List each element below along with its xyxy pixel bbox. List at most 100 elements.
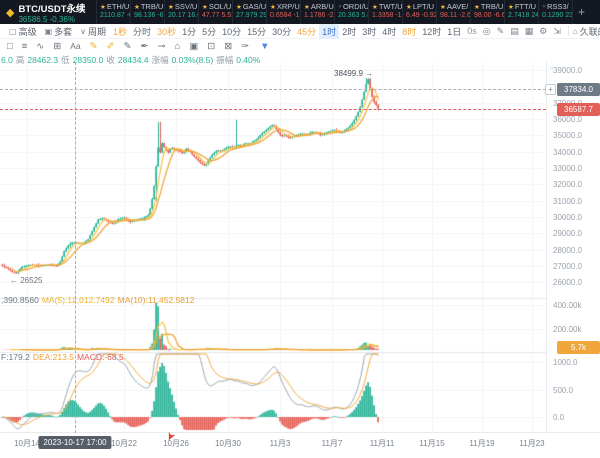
lines-icon[interactable]: ≡ [21, 40, 28, 52]
ticker-item[interactable]: ★ XRP/U 0.6584 -1. [266, 0, 300, 24]
axis-tick-label: 35000.0 [553, 131, 582, 140]
settings-icon[interactable]: ⚙ [539, 25, 548, 36]
eraser-icon[interactable]: ⊠ [224, 40, 233, 52]
legend-part: 涨幅 [151, 55, 169, 65]
measure-icon[interactable]: ⊸ [157, 40, 166, 52]
timeframe-1分[interactable]: 1分 [182, 26, 197, 37]
timeframe-1时[interactable]: 1时 [319, 23, 340, 39]
star-icon: ★ [270, 3, 276, 11]
ticker-item[interactable]: ★ FTT/U 2.7418 24 [504, 0, 538, 24]
ticker-item[interactable]: ★ AAVE/ 98.11 -2.6 [436, 0, 470, 24]
coin-badge-icon: ● [542, 3, 546, 10]
camera-icon[interactable]: ◎ [482, 25, 491, 36]
timeframe-10分[interactable]: 10分 [222, 26, 242, 37]
toolbar-button-周期[interactable]: ∨ 周期 [80, 26, 107, 37]
ticker-items: ★ETH/U 2110.87 -0.★TRB/U 98.136 -6.★SSV/… [96, 0, 572, 24]
panel-icon: ▢ [9, 26, 17, 36]
kline-canvas[interactable] [0, 62, 546, 432]
legend-part: MA(5):12,012.7492 [41, 295, 115, 305]
timeframe-4时[interactable]: 4时 [382, 26, 397, 37]
star-icon: ★ [508, 3, 514, 11]
legend-part: 6.0 [1, 55, 13, 65]
axis-tick-label: 500.0 [553, 386, 574, 395]
volume-legend: ,390.8560 MA(5):12,012.7492 MA(10):11,452.… [1, 295, 197, 305]
ticker-symbol: SOL/U [208, 2, 232, 11]
share-layout-menu[interactable]: ⌂ 久联的分享 ∨ [572, 26, 600, 37]
ticker-symbol: ETH/U [106, 2, 130, 11]
toolbar-button-多套[interactable]: ▣ 多套 [44, 26, 73, 37]
brush-icon[interactable]: ✑ [241, 40, 250, 52]
copy-icon[interactable]: ▣ [189, 40, 199, 52]
grid-icon[interactable]: ⊞ [53, 40, 62, 52]
ticker-item[interactable]: ★ GAS/U 27.979 29 [232, 0, 266, 24]
ticker-price-change: 0.6584 -1. [270, 12, 300, 19]
timeframe-分时[interactable]: 分时 [133, 26, 152, 37]
last-price-line [0, 109, 546, 110]
timeframe-1日[interactable]: 1日 [447, 26, 462, 37]
home-icon[interactable]: ⌂ [174, 40, 181, 52]
ticker-item[interactable]: ● RSS3/ 0.1290 23 [538, 0, 572, 24]
axis-tick-label: 1000.0 [553, 358, 578, 367]
axis-tick-label: 33000.0 [553, 164, 582, 173]
star-icon: ★ [304, 3, 310, 11]
star-icon: ★ [236, 3, 242, 11]
legend-part: 28350.0 [72, 55, 104, 65]
axis-settings-icon[interactable]: ▫ [550, 64, 553, 73]
ticker-item[interactable]: ★ TRB/U 98.00 -6.6 [470, 0, 504, 24]
timeframe-8时[interactable]: 8时 [402, 26, 417, 37]
pencil-icon[interactable]: ✎ [123, 40, 132, 52]
crosshair-horizontal-line [0, 89, 546, 90]
ticker-item[interactable]: ★ TRB/U 98.136 -6. [130, 0, 164, 24]
ticker-item[interactable]: ★ ARB/U 1.1786 -2. [300, 0, 334, 24]
add-symbol-button[interactable]: + [572, 0, 590, 24]
ticker-item[interactable]: ★ SSV/U 20.17 16.0 [164, 0, 198, 24]
ticker-item[interactable]: ★ SOL/U 47.77 5.52 [198, 0, 232, 24]
grid-layout-icon[interactable]: ▦ [524, 25, 534, 36]
ticker-symbol: RSS3/ [546, 2, 569, 11]
text-icon[interactable]: Aa [70, 41, 81, 51]
timeframe-45分[interactable]: 45分 [297, 26, 317, 37]
timeframe-3时[interactable]: 3时 [362, 26, 377, 37]
compare-icon[interactable]: ▤ [510, 25, 519, 36]
pencil-yellow-icon[interactable]: ✎ [89, 40, 98, 52]
ticker-item[interactable]: ★ TWT/U 1.3358 -1. [368, 0, 402, 24]
timeframe-12时[interactable]: 12时 [422, 26, 442, 37]
timeframe-15分[interactable]: 15分 [247, 26, 267, 37]
current-volume-label: 5.7k [557, 341, 600, 354]
ticker-symbol: TRB/U [480, 2, 504, 11]
ticker-price-change: 2110.87 -0. [100, 12, 130, 19]
active-symbol-cell[interactable]: ◆ BTC/USDT永续 36586.5 -0.36% [0, 0, 96, 24]
timeframe-30分[interactable]: 30分 [272, 26, 292, 37]
ticker-item[interactable]: ★ LPT/U 6.49 -0.92 [402, 0, 436, 24]
legend-part: ,390.8560 [1, 295, 39, 305]
crosshair-vertical-line [75, 62, 76, 433]
time-axis[interactable]: 10月14 10月22 10月26 10月30 11月3 11月7 11月11 11月15 11… [0, 432, 600, 452]
axis-tick-label: 32000.0 [553, 180, 582, 189]
ticker-item[interactable]: ● ORDI/U 20.363 5.8 [334, 0, 368, 24]
cursor-icon[interactable]: □ [7, 40, 13, 52]
filter-icon[interactable]: ▼ [260, 40, 270, 52]
timeframe-30秒[interactable]: 30秒 [157, 26, 177, 37]
timeframe-1秒[interactable]: 1秒 [113, 26, 128, 37]
timeframe-2时[interactable]: 2时 [342, 26, 357, 37]
star-icon: ★ [372, 3, 378, 11]
fullscreen-icon[interactable]: ⇲ [553, 25, 561, 36]
highlighter-yellow-icon[interactable]: ✐ [106, 40, 115, 52]
timeframe-5分[interactable]: 5分 [202, 26, 217, 37]
wave-icon[interactable]: ∿ [36, 40, 45, 52]
ticker-price-change: 98.11 -2.6 [440, 12, 470, 19]
legend-part: F:179.2 [1, 352, 30, 362]
ticker-price-change: 98.136 -6. [134, 12, 164, 19]
price-axis[interactable]: ▫ 39000.037000.036000.035000.034000.0330… [545, 62, 600, 432]
toolbar-button-高级[interactable]: ▢ 高级 [9, 26, 37, 37]
ticker-price-change: 0.1290 23 [542, 12, 572, 19]
alert-plus-button[interactable]: + [545, 84, 556, 95]
candle-countdown: 0s [467, 26, 477, 36]
ticker-item[interactable]: ★ETH/U 2110.87 -0. [96, 0, 130, 24]
pen-icon[interactable]: ✒ [140, 40, 149, 52]
macd-legend: F:179.2 DEA:213.5 MACD:-68.5 [1, 352, 127, 362]
checkbox-icon[interactable]: ⊡ [207, 40, 216, 52]
legend-part: 0.03%(8.5) [171, 55, 214, 65]
axis-tick-label: 31000.0 [553, 197, 582, 206]
edit-icon[interactable]: ✎ [496, 25, 505, 36]
